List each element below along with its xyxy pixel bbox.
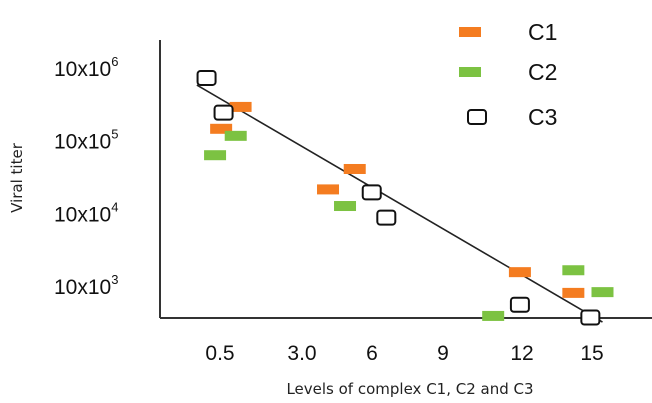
y-tick-label: 10x103 [54,272,118,299]
point-c3 [580,309,601,326]
point-c1 [343,163,366,174]
point-c1 [562,287,585,298]
point-c3 [509,296,530,313]
point-c2 [224,130,247,141]
point-c2 [204,150,227,161]
x-tick-label: 0.5 [205,342,234,365]
trendline-group [196,84,603,323]
point-c3 [196,69,217,86]
legend-swatch-c3 [467,109,487,125]
point-c3 [213,104,234,121]
y-tick-label: 10x104 [54,199,118,226]
point-c1 [317,184,340,195]
x-tick-label: 6 [366,342,378,365]
data-points [196,69,614,326]
point-c2 [562,265,585,276]
x-tick-label: 3.0 [287,342,316,365]
x-axis-label: Levels of complex C1, C2 and C3 [286,380,533,398]
point-c1 [508,267,531,278]
point-c3 [376,209,397,226]
legend-label-c3: C3 [528,104,557,130]
point-c2 [334,201,357,212]
point-c2 [482,310,505,321]
y-tick-label: 10x105 [54,127,118,154]
x-tick-label: 12 [510,342,533,365]
trendline [196,84,603,323]
point-c1 [210,123,233,134]
x-tick-label: 15 [580,342,603,365]
y-axis-label: Viral titer [8,142,26,213]
y-tick-labels: 10x103 10x104 10x105 10x106 [54,54,118,299]
legend-label-c1: C1 [528,19,557,45]
point-c1 [229,101,252,112]
x-tick-label: 9 [437,342,449,365]
legend-swatch-c1 [459,27,481,37]
x-tick-labels: 0.5 3.0 6 9 12 15 [205,342,603,365]
legend: C1 C2 C3 [459,19,557,130]
point-c2 [591,287,614,298]
y-tick-label: 10x106 [54,54,118,81]
legend-swatch-c2 [459,67,481,77]
point-c3 [361,184,382,201]
legend-label-c2: C2 [528,59,557,85]
